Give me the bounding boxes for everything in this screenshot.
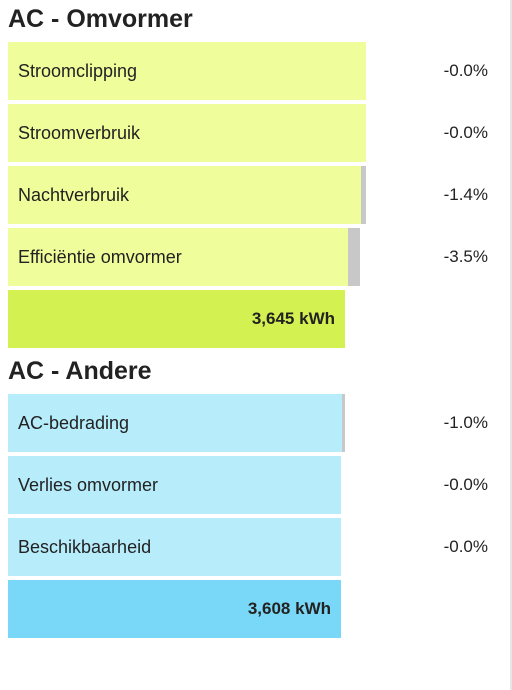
- loss-row-label: AC-bedrading: [18, 413, 130, 433]
- panel-divider: [510, 0, 512, 690]
- loss-row-verlies-omvormer: Verlies omvormer -0.0%: [8, 456, 508, 514]
- loss-bar: Efficiëntie omvormer: [8, 228, 348, 286]
- loss-indicator: [361, 166, 366, 224]
- loss-row-label: Verlies omvormer: [18, 475, 159, 495]
- section-title-ac-omvormer: AC - Omvormer: [8, 5, 193, 33]
- loss-indicator: [348, 228, 360, 286]
- loss-bar: Verlies omvormer: [8, 456, 341, 514]
- section-title-ac-andere: AC - Andere: [8, 357, 152, 385]
- loss-row-percentage: -0.0%: [443, 123, 488, 142]
- loss-row-percentage: -3.5%: [443, 247, 488, 266]
- loss-row-efficientie-omvormer: Efficiëntie omvormer -3.5%: [8, 228, 508, 286]
- loss-row-percentage: -1.4%: [443, 185, 488, 204]
- total-bar: 3,645 kWh: [8, 290, 345, 348]
- section-total-ac-omvormer: 3,645 kWh: [8, 290, 345, 348]
- loss-row-label: Beschikbaarheid: [18, 537, 152, 557]
- loss-row-label: Stroomclipping: [18, 61, 138, 81]
- loss-bar: Beschikbaarheid: [8, 518, 341, 576]
- loss-row-ac-bedrading: AC-bedrading -1.0%: [8, 394, 508, 452]
- total-energy-value: 3,645 kWh: [251, 309, 335, 328]
- loss-row-stroomclipping: Stroomclipping -0.0%: [8, 42, 508, 100]
- loss-row-label: Stroomverbruik: [18, 123, 141, 143]
- loss-row-percentage: -0.0%: [443, 537, 488, 556]
- loss-indicator: [342, 394, 345, 452]
- loss-row-percentage: -0.0%: [443, 61, 488, 80]
- loss-bar: Stroomverbruik: [8, 104, 366, 162]
- loss-row-stroomverbruik: Stroomverbruik -0.0%: [8, 104, 508, 162]
- loss-row-percentage: -1.0%: [443, 413, 488, 432]
- loss-row-label: Nachtverbruik: [18, 185, 130, 205]
- loss-bar: AC-bedrading: [8, 394, 342, 452]
- loss-bar: Nachtverbruik: [8, 166, 361, 224]
- loss-row-nachtverbruik: Nachtverbruik -1.4%: [8, 166, 508, 224]
- section-total-ac-andere: 3,608 kWh: [8, 580, 341, 638]
- loss-row-label: Efficiëntie omvormer: [18, 247, 182, 267]
- loss-row-beschikbaarheid: Beschikbaarheid -0.0%: [8, 518, 508, 576]
- loss-bar: Stroomclipping: [8, 42, 366, 100]
- total-bar: 3,608 kWh: [8, 580, 341, 638]
- loss-row-percentage: -0.0%: [443, 475, 488, 494]
- total-energy-value: 3,608 kWh: [247, 599, 331, 618]
